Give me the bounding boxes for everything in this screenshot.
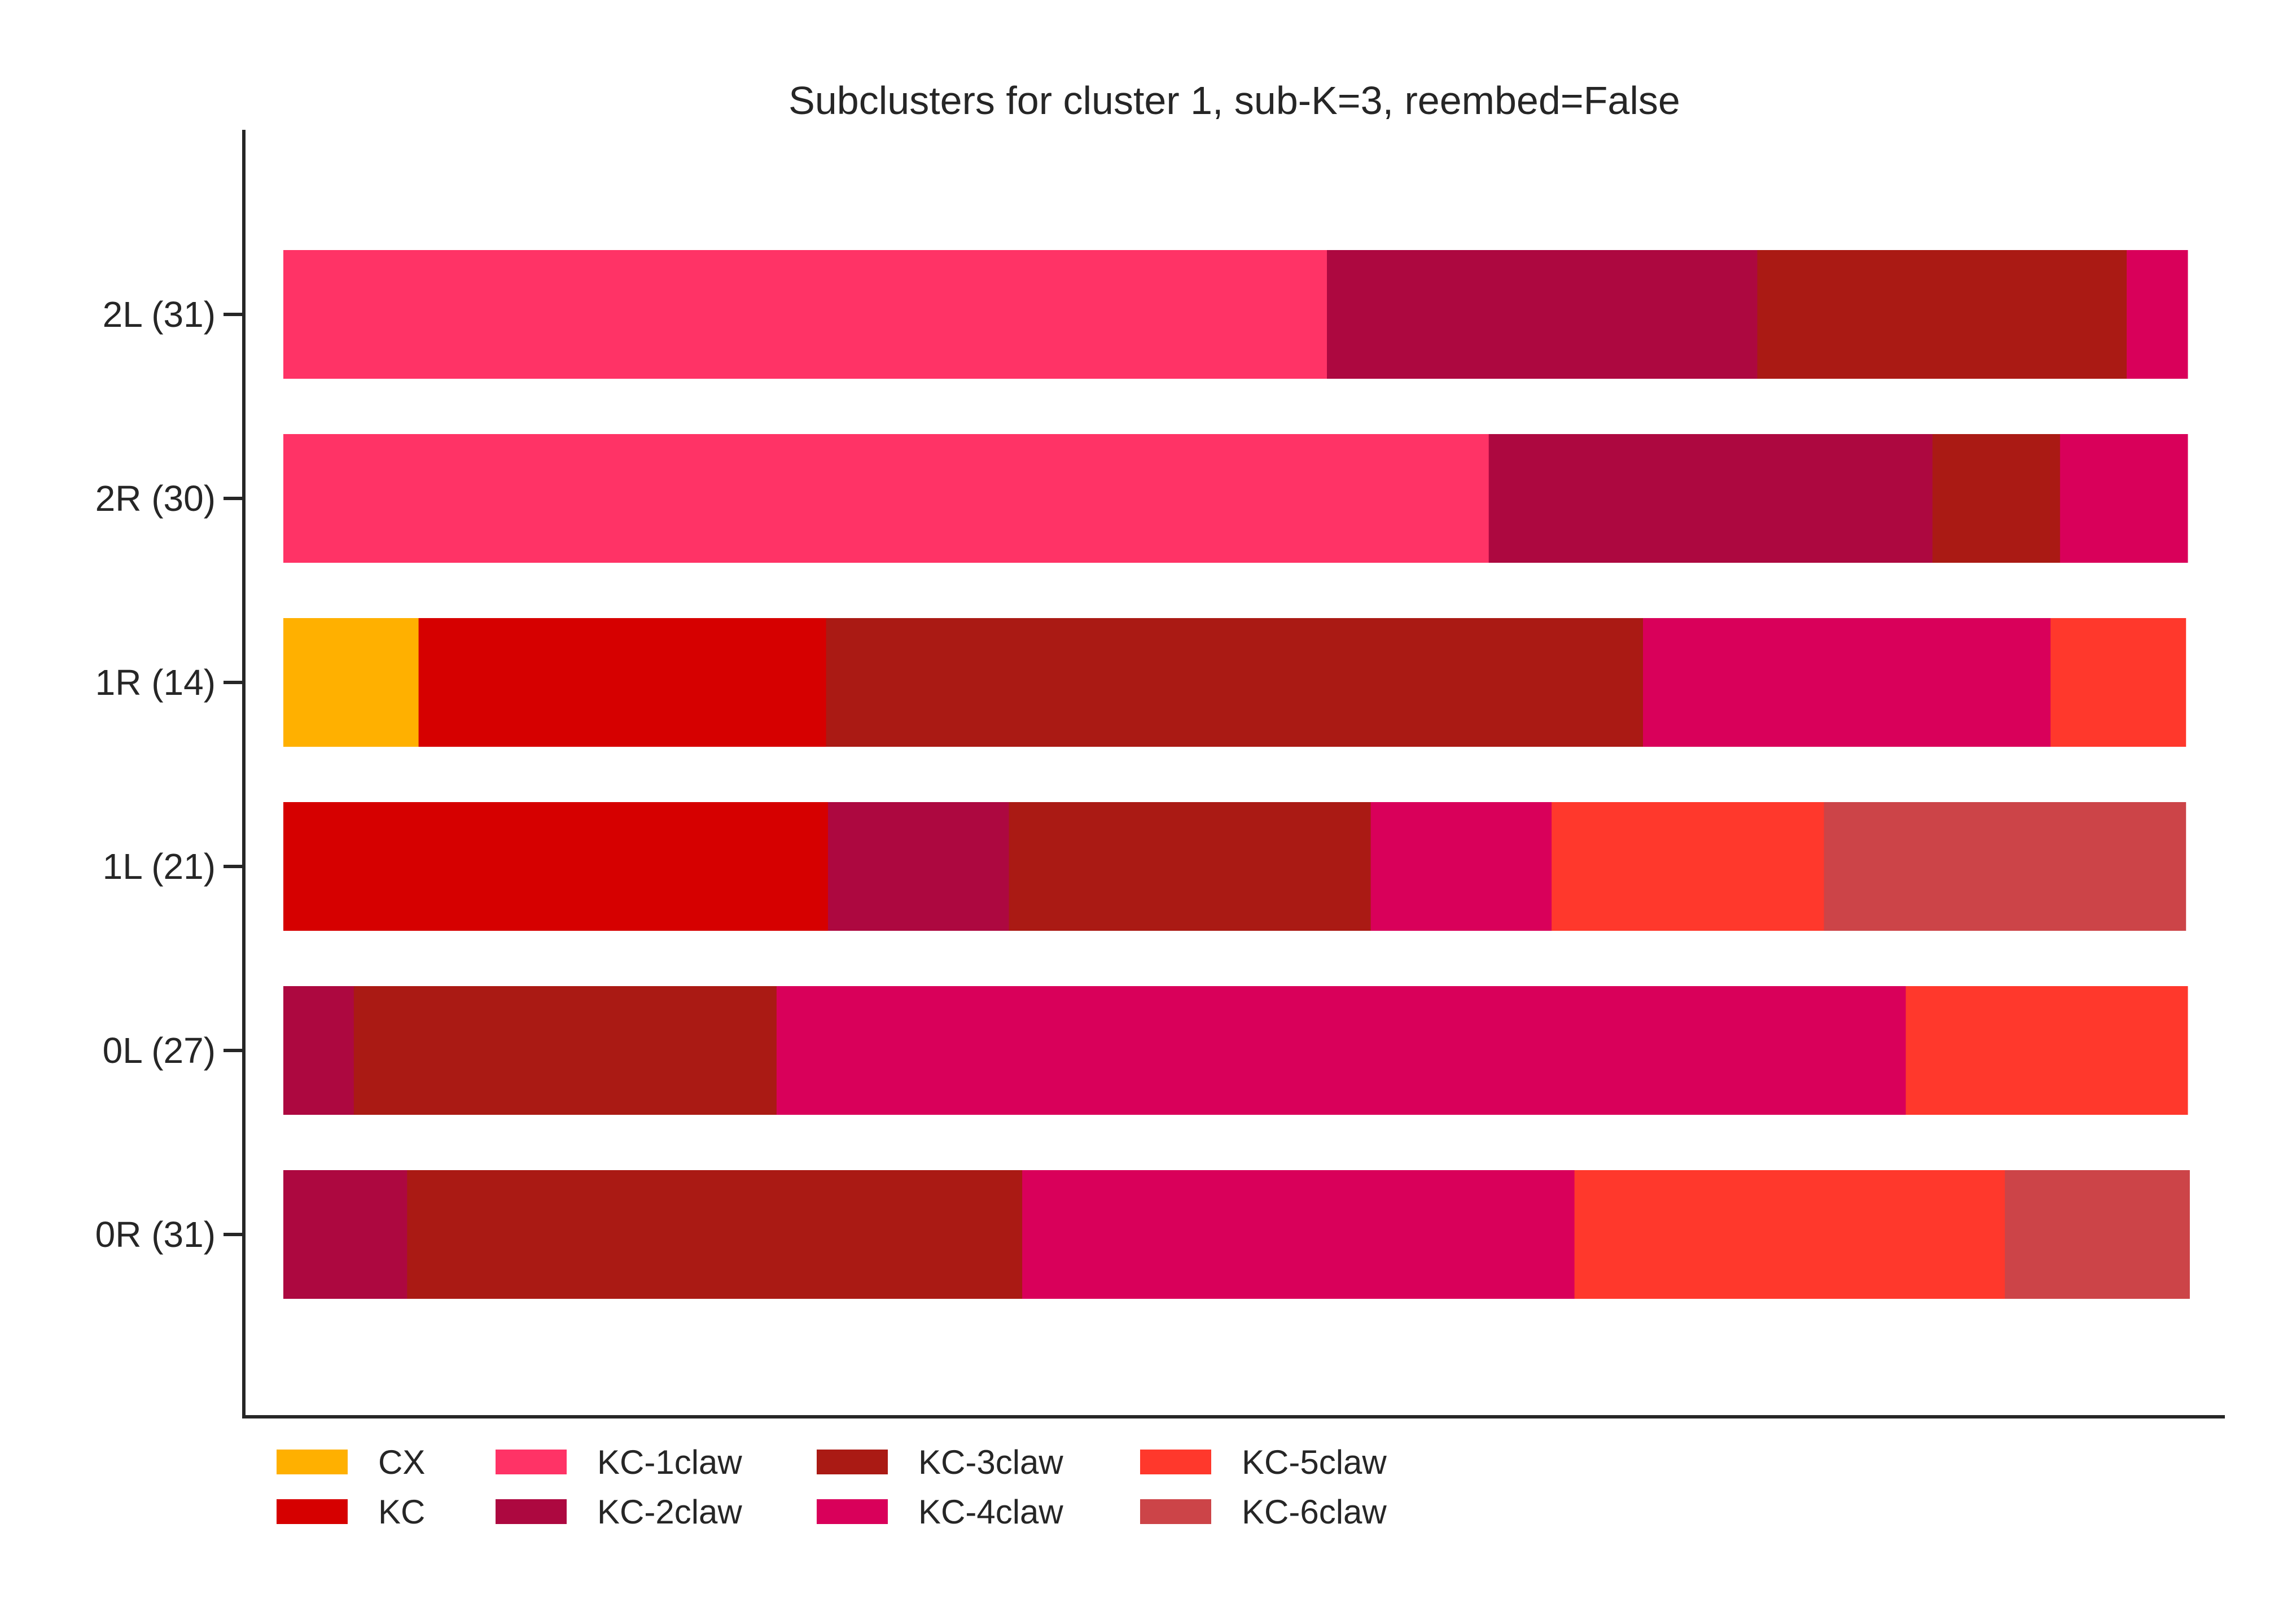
bar-segment-2r-30-kc-4claw <box>2060 434 2188 563</box>
legend-label-kc-4claw: KC-4claw <box>918 1493 1063 1531</box>
bar-segment-2r-30-kc-1claw <box>283 434 1489 563</box>
bar-segment-0r-31-kc-2claw <box>283 1170 408 1299</box>
legend-swatch-cx <box>277 1450 348 1474</box>
bar-segment-1r-14-cx <box>283 618 419 747</box>
y-axis: 2L (31) 2R (30) 1R (14) 1L (21) 0L (27) 0R (3… <box>95 294 244 1255</box>
bars-group <box>283 250 2190 1299</box>
bar-segment-1r-14-kc-4claw <box>1643 618 2051 747</box>
legend-swatch-kc-6claw <box>1140 1499 1211 1524</box>
bar-segment-0l-27-kc-2claw <box>283 986 354 1115</box>
legend-label-kc: KC <box>378 1493 425 1531</box>
y-tick-label: 0R (31) <box>95 1214 216 1255</box>
legend-label-kc-1claw: KC-1claw <box>597 1443 742 1481</box>
bar-segment-1l-21-kc-4claw <box>1370 802 1552 931</box>
legend-label-kc-5claw: KC-5claw <box>1242 1443 1387 1481</box>
y-tick-label: 1R (14) <box>95 662 216 703</box>
bar-segment-0l-27-kc-5claw <box>1905 986 2188 1115</box>
legend-swatch-kc <box>277 1499 348 1524</box>
y-tick-label: 1L (21) <box>103 846 216 887</box>
bar-segment-0r-31-kc-3claw <box>407 1170 1023 1299</box>
legend-swatch-kc-4claw <box>817 1499 888 1524</box>
bar-segment-1l-21-kc-6claw <box>1824 802 2187 931</box>
legend-swatch-kc-5claw <box>1140 1450 1211 1474</box>
legend: CX KC KC-1claw KC-2claw KC-3claw KC-4claw KC-5… <box>277 1443 1387 1531</box>
legend-swatch-kc-1claw <box>496 1450 567 1474</box>
chart-title: Subclusters for cluster 1, sub-K=3, reem… <box>788 78 1680 122</box>
legend-label-cx: CX <box>378 1443 425 1481</box>
legend-label-kc-6claw: KC-6claw <box>1242 1493 1387 1531</box>
y-tick-label: 2R (30) <box>95 478 216 519</box>
legend-swatch-kc-2claw <box>496 1499 567 1524</box>
bar-segment-2l-31-kc-2claw <box>1327 250 1758 379</box>
bar-segment-2r-30-kc-3claw <box>1932 434 2061 563</box>
bar-segment-1r-14-kc-5claw <box>2050 618 2187 747</box>
legend-label-kc-3claw: KC-3claw <box>918 1443 1063 1481</box>
y-tick-label: 0L (27) <box>103 1030 216 1071</box>
bar-segment-0l-27-kc-4claw <box>776 986 1907 1115</box>
bar-segment-2l-31-kc-1claw <box>283 250 1327 379</box>
bar-segment-0r-31-kc-5claw <box>1574 1170 2005 1299</box>
bar-segment-1l-21-kc-5claw <box>1552 802 1825 931</box>
bar-segment-1l-21-kc-2claw <box>828 802 1009 931</box>
bar-segment-0r-31-kc-6claw <box>2005 1170 2190 1299</box>
legend-label-kc-2claw: KC-2claw <box>597 1493 742 1531</box>
y-tick-label: 2L (31) <box>103 294 216 335</box>
bar-segment-0r-31-kc-4claw <box>1022 1170 1575 1299</box>
bar-segment-2l-31-kc-3claw <box>1757 250 2127 379</box>
bar-segment-2l-31-kc-4claw <box>2127 250 2188 379</box>
bar-segment-0l-27-kc-3claw <box>353 986 777 1115</box>
bar-segment-1l-21-kc <box>283 802 829 931</box>
bar-segment-1r-14-kc-3claw <box>826 618 1644 747</box>
legend-swatch-kc-3claw <box>817 1450 888 1474</box>
bar-segment-1l-21-kc-3claw <box>1009 802 1372 931</box>
bar-segment-2r-30-kc-2claw <box>1488 434 1933 563</box>
bar-segment-1r-14-kc <box>418 618 827 747</box>
